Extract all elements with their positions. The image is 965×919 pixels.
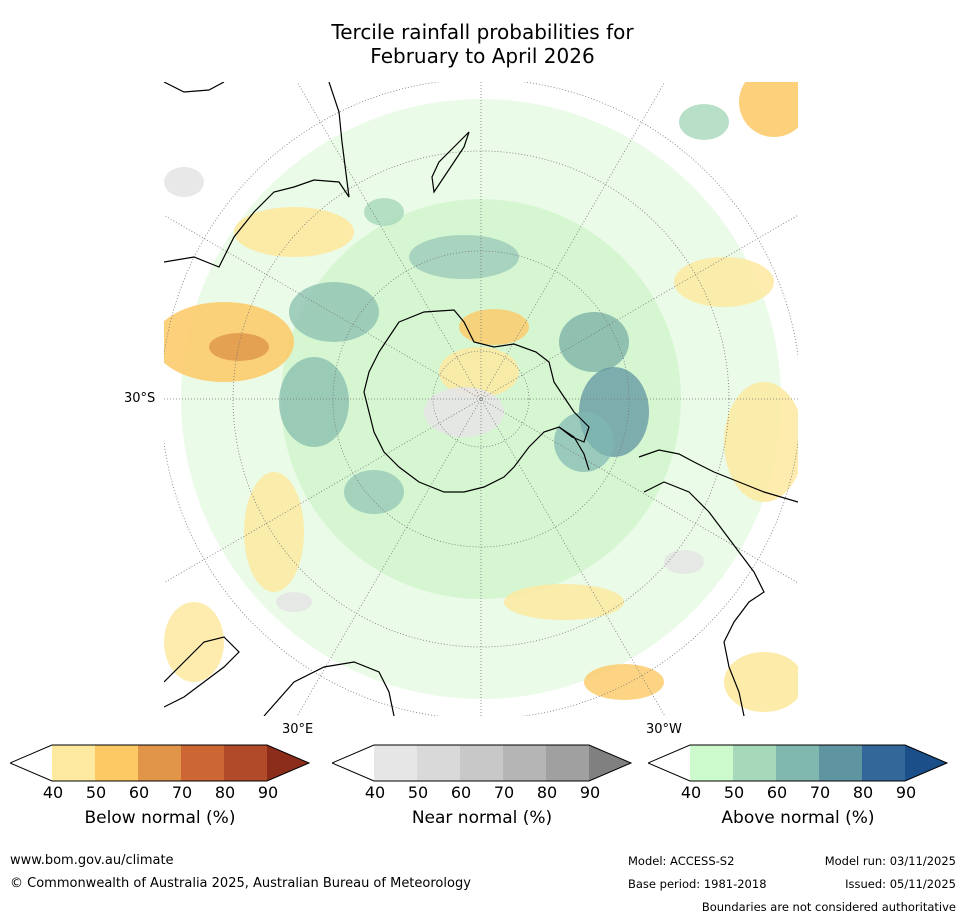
colorbar-swatch [417, 745, 460, 781]
tick: 80 [536, 783, 558, 802]
tick: 80 [852, 783, 874, 802]
footer-base-period: Base period: 1981-2018 [628, 877, 767, 891]
footer-model-run: Model run: 03/11/2025 [824, 854, 956, 868]
colorbar-below-svg [10, 744, 310, 782]
colorbar-swatch [138, 745, 181, 781]
colorbar-swatch [819, 745, 862, 781]
colorbar-swatch [460, 745, 503, 781]
tick: 60 [766, 783, 788, 802]
map-title: Tercile rainfall probabilities for Febru… [0, 20, 965, 68]
footer-disclaimer: Boundaries are not considered authoritat… [701, 900, 956, 914]
colorbar-swatch [690, 745, 733, 781]
footer-copyright: © Commonwealth of Australia 2025, Austra… [10, 876, 471, 891]
lon-label-30w: 30°W [646, 722, 682, 737]
graticule [164, 82, 798, 716]
tick: 50 [407, 783, 429, 802]
colorbar-outline [10, 744, 310, 782]
tick: 90 [257, 783, 279, 802]
colorbar-outline [648, 744, 948, 782]
colorbar-swatch [181, 745, 224, 781]
colorbar-min-extend [10, 745, 52, 781]
colorbar-swatch [224, 745, 267, 781]
colorbar-swatch [733, 745, 776, 781]
tick: 40 [42, 783, 64, 802]
title-line-2: February to April 2026 [370, 44, 595, 68]
colorbar-above-svg [648, 744, 948, 782]
colorbar-max-extend [589, 745, 631, 781]
map-svg [164, 82, 798, 716]
colorbar-below-title: Below normal (%) [84, 808, 236, 828]
footer-model: Model: ACCESS-S2 [628, 854, 735, 868]
lon-label-30e: 30°E [282, 722, 314, 737]
colorbar-swatch [503, 745, 546, 781]
colorbar-swatch [52, 745, 95, 781]
tick: 60 [128, 783, 150, 802]
colorbar-min-extend [332, 745, 374, 781]
colorbar-near-title: Near normal (%) [411, 808, 553, 828]
tick: 80 [214, 783, 236, 802]
polar-map [164, 82, 798, 716]
colorbar-swatch [95, 745, 138, 781]
coastlines [164, 82, 798, 716]
colorbar-swatch [862, 745, 905, 781]
colorbar-outline [332, 744, 632, 782]
tick: 70 [493, 783, 515, 802]
colorbar-swatch [546, 745, 589, 781]
tick: 90 [579, 783, 601, 802]
tick: 90 [895, 783, 917, 802]
colorbar-max-extend [905, 745, 947, 781]
colorbar-min-extend [648, 745, 690, 781]
colorbar-swatch [776, 745, 819, 781]
tick: 50 [723, 783, 745, 802]
tick: 70 [809, 783, 831, 802]
rainfall-probability-field [164, 82, 798, 712]
title-line-1: Tercile rainfall probabilities for [331, 20, 634, 44]
tick: 40 [364, 783, 386, 802]
colorbar-swatch [374, 745, 417, 781]
footer-issued: Issued: 05/11/2025 [845, 877, 956, 891]
tick: 70 [171, 783, 193, 802]
tick: 40 [680, 783, 702, 802]
tick: 50 [85, 783, 107, 802]
tick: 60 [450, 783, 472, 802]
colorbar-near-svg [332, 744, 632, 782]
lat-label-30s: 30°S [124, 391, 156, 406]
footer-url: www.bom.gov.au/climate [10, 853, 174, 868]
colorbar-max-extend [267, 745, 309, 781]
colorbar-above-title: Above normal (%) [721, 808, 875, 828]
